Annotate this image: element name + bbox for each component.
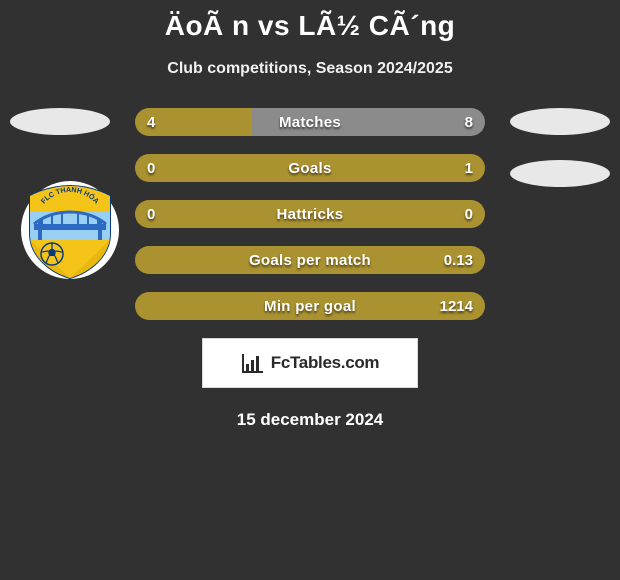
stat-value-left: 0 [147, 200, 155, 228]
branding-box: FcTables.com [202, 338, 418, 388]
stat-label: Matches [279, 114, 341, 131]
stat-row: 0 0 Hattricks [135, 200, 485, 228]
stat-row: 0.13 Goals per match [135, 246, 485, 274]
stat-label: Min per goal [264, 298, 356, 315]
crest-bridge-deck [34, 224, 106, 230]
stat-label: Goals per match [249, 252, 371, 269]
stat-row: 1214 Min per goal [135, 292, 485, 320]
stat-label: Hattricks [277, 206, 344, 223]
comparison-stage: FLC THANH HÓA 4 8 Matches 0 1 Goals 0 0 Hattrick… [0, 108, 620, 320]
stat-rows: 4 8 Matches 0 1 Goals 0 0 Hattricks 0.13 Goals per… [135, 108, 485, 320]
stat-value-right: 1214 [440, 292, 473, 320]
stat-value-right: 0 [465, 200, 473, 228]
club-crest-right-placeholder [510, 160, 610, 187]
page-title: ÄoÃ n vs LÃ½ CÃ´ng [0, 0, 620, 42]
branding-text: FcTables.com [271, 353, 380, 373]
bar-chart-icon [241, 352, 265, 374]
stat-value-right: 8 [465, 108, 473, 136]
stat-value-right: 0.13 [444, 246, 473, 274]
stat-value-right: 1 [465, 154, 473, 182]
stat-label: Goals [288, 160, 331, 177]
stat-value-left: 4 [147, 108, 155, 136]
club-crest-svg: FLC THANH HÓA [20, 180, 120, 280]
stat-value-left: 0 [147, 154, 155, 182]
player-photo-left-placeholder [10, 108, 110, 135]
stat-row: 4 8 Matches [135, 108, 485, 136]
page-subtitle: Club competitions, Season 2024/2025 [0, 60, 620, 78]
club-crest-left: FLC THANH HÓA [20, 180, 120, 280]
crest-football-icon [41, 243, 63, 265]
stat-row: 0 1 Goals [135, 154, 485, 182]
footer-date: 15 december 2024 [0, 410, 620, 430]
player-photo-right-placeholder [510, 108, 610, 135]
